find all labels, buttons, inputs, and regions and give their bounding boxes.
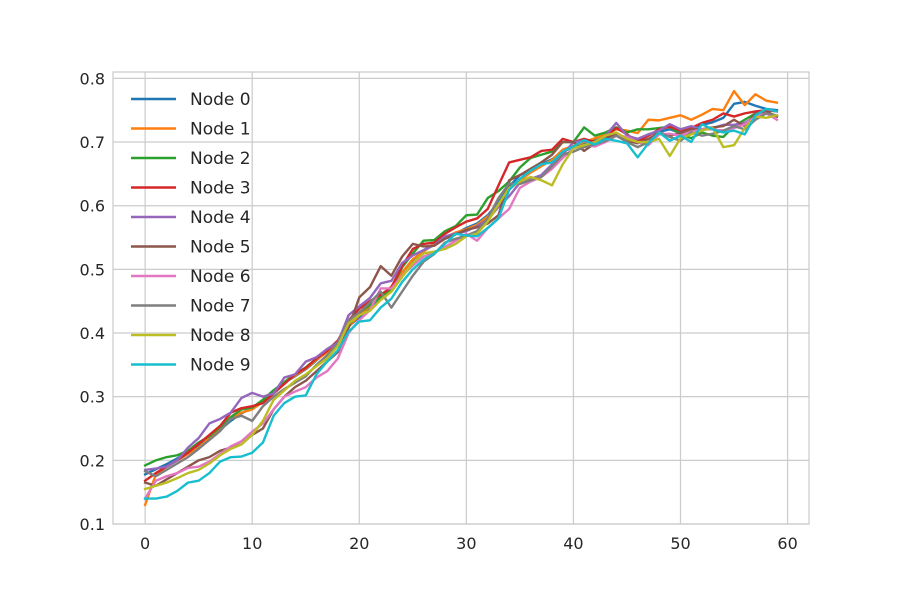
x-tick-label: 50 (670, 534, 690, 553)
legend-label: Node 4 (190, 208, 251, 228)
series-line-node-8 (143, 113, 779, 491)
x-tick-label: 20 (349, 534, 369, 553)
y-tick-label: 0.6 (80, 197, 105, 216)
plot-frame (112, 71, 810, 525)
legend-item: Node 5 (131, 238, 251, 258)
legend-label: Node 3 (190, 179, 251, 199)
legend-item: Node 4 (131, 208, 251, 228)
legend-item: Node 7 (131, 297, 251, 317)
x-tick-label: 0 (140, 534, 150, 553)
series-line-node-7 (143, 112, 779, 478)
series-line-node-3 (143, 108, 779, 483)
y-tick-label: 0.1 (80, 515, 105, 534)
y-tick-label: 0.3 (80, 388, 105, 407)
legend-item: Node 8 (131, 326, 251, 346)
y-tick-label: 0.5 (80, 260, 105, 279)
legend-label: Node 7 (190, 297, 251, 317)
legend-label: Node 6 (190, 267, 251, 287)
tick-labels: 0 10 20 30 40 50 60 0.1 0.2 0.3 0.4 0.5 0.6 0.7 0.8 (80, 69, 798, 553)
y-tick-label: 0.4 (80, 324, 105, 343)
legend-label: Node 5 (190, 238, 251, 258)
legend-label: Node 2 (190, 149, 251, 169)
legend-label: Node 1 (190, 120, 251, 140)
y-tick-label: 0.2 (80, 451, 105, 470)
legend-label: Node 9 (190, 356, 251, 376)
legend-item: Node 3 (131, 179, 251, 199)
legend-item: Node 0 (131, 90, 251, 110)
legend-item: Node 6 (131, 267, 251, 287)
x-tick-label: 10 (242, 534, 262, 553)
x-tick-label: 60 (777, 534, 797, 553)
legend-item: Node 2 (131, 149, 251, 169)
series-line-node-9 (143, 107, 779, 500)
y-tick-label: 0.8 (80, 69, 105, 88)
legend-item: Node 9 (131, 356, 251, 376)
legend: Node 0 Node 1 Node 2 Node 3 Node 4 Node 5 Node… (131, 90, 251, 376)
y-tick-label: 0.7 (80, 133, 105, 152)
x-tick-label: 30 (456, 534, 476, 553)
legend-label: Node 8 (190, 326, 251, 346)
x-tick-label: 40 (563, 534, 583, 553)
series-lines (143, 89, 779, 507)
legend-label: Node 0 (190, 90, 251, 110)
legend-item: Node 1 (131, 120, 251, 140)
